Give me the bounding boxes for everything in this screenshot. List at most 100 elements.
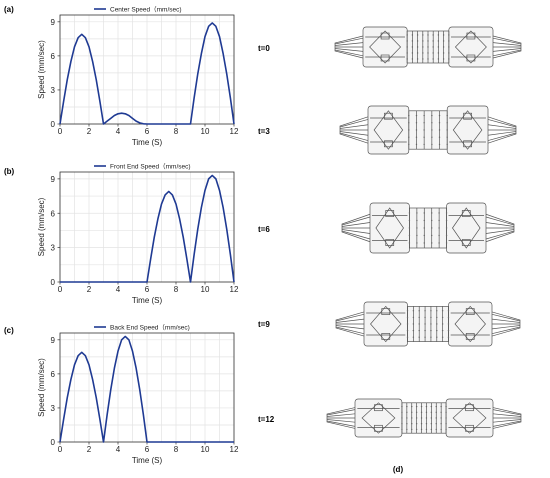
y-axis-title: Speed (mm/sec) [37, 197, 46, 256]
x-tick-label: 6 [145, 445, 150, 454]
robot-lattice-dot [442, 58, 445, 60]
robot-middle-section [401, 402, 447, 434]
robot-left-cone-strut [339, 132, 369, 141]
robot-drawing [326, 398, 522, 438]
robot-lattice-dot [408, 234, 411, 237]
robot-drawing [339, 105, 517, 155]
robot-lattice-dot [431, 227, 433, 229]
robot-lattice-dot [445, 219, 448, 222]
y-tick-label: 9 [51, 336, 56, 345]
robot-drawing [334, 26, 522, 68]
robot-lattice-dot [406, 46, 408, 48]
robot-lattice-dot [424, 310, 426, 312]
robot-lattice-dot [430, 323, 432, 325]
robot-right-cone-strut [491, 326, 521, 335]
x-tick-label: 10 [201, 127, 210, 136]
robot-lattice-dot [441, 316, 444, 319]
robot-lattice-dot [430, 428, 433, 431]
robot-left-cone-strut [334, 48, 364, 52]
robot-lattice-dot [416, 234, 418, 237]
x-tick-label: 4 [116, 445, 121, 454]
robot-lattice-dot [441, 329, 444, 332]
robot-lattice-dot [435, 428, 437, 431]
x-axis-title: Time (S) [132, 456, 163, 465]
robot-lattice-dot [430, 310, 432, 312]
robot-actuator [466, 32, 476, 40]
robot-lattice-dot [430, 423, 433, 425]
chart-2: (b) 0 2 4 6 8 10 12 0 3 6 9 Time (S) Speed (mm/sec) Fr… [4, 162, 239, 305]
robot-actuator [465, 424, 474, 432]
robot-lattice-dot [422, 58, 424, 60]
y-axis-title: Speed (mm/sec) [37, 40, 46, 99]
robot-lattice-dot [412, 323, 415, 325]
robot-lattice-dot [401, 417, 403, 419]
robot-right-cone-strut [485, 229, 515, 234]
robot-right-cone-strut [492, 37, 522, 45]
robot-middle-section [409, 207, 447, 249]
robot-lattice-dot [431, 242, 433, 244]
robot-lattice-dot [438, 122, 441, 124]
robot-lattice-dot [418, 310, 420, 312]
robot-lattice-dot [408, 114, 410, 117]
robot-lattice-dot [424, 336, 426, 338]
robot-link-diamond [452, 110, 483, 150]
robot-lattice-dot [420, 428, 423, 431]
robot-lattice-dot [408, 219, 411, 222]
robot-lattice-dot [415, 114, 418, 117]
robot-lattice-dot [425, 428, 428, 431]
robot-actuator [466, 54, 476, 62]
robot-left-cone-strut [326, 419, 356, 423]
robot-lattice-dot [411, 58, 414, 60]
robot-lattice-dot [406, 423, 408, 425]
robot-lattice-dot [423, 219, 425, 222]
robot-lattice-dot [445, 227, 448, 229]
robot-lattice-dot [423, 242, 425, 244]
robot-lattice-dot [441, 323, 444, 325]
robot-lattice-dot [416, 242, 418, 244]
robot-actuator [374, 404, 383, 412]
robot-lattice-dot [412, 316, 415, 319]
robot-lattice-dot [446, 136, 448, 138]
robot-lattice-dot [448, 52, 450, 54]
robot-lattice-dot [401, 411, 403, 413]
robot-lattice-dot [438, 136, 441, 138]
robot-lattice-dot [415, 417, 418, 419]
robot-link-diamond [375, 207, 404, 249]
robot-left-cone-strut [339, 119, 369, 128]
robot-lattice-dot [420, 405, 423, 408]
robot-lattice-dot [415, 136, 418, 138]
robot-lattice-dot [415, 122, 418, 124]
robot-lattice-dot [401, 423, 403, 425]
robot-right-cone-strut [492, 49, 522, 57]
robot-panel: (d) t=0 t=3 t=6 t=9 t=12 [258, 26, 522, 474]
robot-left-cone-strut [326, 413, 356, 417]
x-tick-label: 0 [58, 127, 63, 136]
robot-lattice-dot [431, 212, 433, 214]
legend-entry: Back End Speed（mm/sec) [110, 323, 190, 331]
panel-label: (c) [4, 326, 14, 335]
robot-lattice-dot [438, 227, 440, 229]
robot-right-cone-strut [492, 42, 522, 46]
robot-drawing [335, 301, 521, 347]
robot-lattice-dot [425, 417, 428, 419]
robot-lattice-dot [406, 411, 408, 413]
robot-lattice-dot [416, 34, 419, 36]
x-tick-label: 8 [174, 285, 179, 294]
robot-lattice-dot [441, 336, 444, 338]
robot-lattice-dot [448, 40, 450, 42]
x-tick-label: 12 [230, 445, 239, 454]
time-label-t6: t=6 [258, 225, 270, 234]
robot-link-diamond [373, 110, 404, 150]
x-tick-label: 10 [201, 285, 210, 294]
robot-lattice-dot [425, 405, 428, 408]
robot-lattice-dot [418, 323, 420, 325]
robot-lattice-dot [418, 336, 420, 338]
y-tick-label: 3 [51, 244, 56, 253]
y-tick-label: 3 [51, 86, 56, 95]
robot-lattice-dot [430, 405, 433, 408]
y-axis-title: Speed (mm/sec) [37, 358, 46, 417]
robot-lattice-dot [427, 34, 429, 36]
robot-lattice-dot [446, 122, 448, 124]
robot-actuator [465, 404, 474, 412]
